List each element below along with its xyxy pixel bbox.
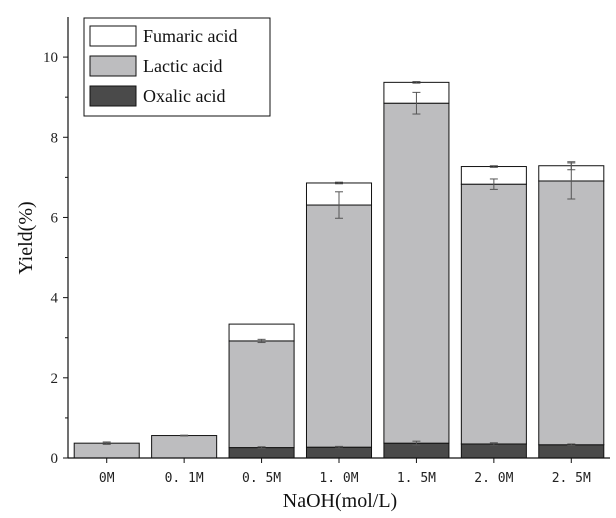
bar-segment: [383, 102, 450, 444]
bar-segment: [151, 435, 218, 459]
y-tick-label: 6: [51, 210, 59, 226]
bar-segment: [228, 323, 295, 342]
bar-segment: [538, 444, 605, 459]
bars-layer: [73, 81, 605, 459]
x-tick-label: 0. 5M: [242, 471, 281, 486]
y-tick-label: 4: [51, 291, 59, 307]
y-tick-label: 10: [43, 50, 58, 66]
y-tick-label: 8: [51, 130, 59, 146]
bar-segment: [305, 446, 373, 459]
x-axis-label: NaOH(mol/L): [283, 490, 397, 512]
bar-segment: [460, 183, 527, 445]
x-tick-label: 0M: [99, 471, 115, 486]
legend-swatch: [89, 85, 137, 107]
legend-swatch: [89, 55, 137, 77]
bar-segment: [73, 442, 140, 459]
x-tick-label: 2. 5M: [552, 471, 591, 486]
bar-segment: [228, 340, 295, 449]
bar-segment: [460, 443, 527, 459]
x-tick-label: 1. 0M: [319, 471, 358, 486]
bar-segment: [305, 204, 373, 448]
x-ticks: 0M 0. 1M 0. 5M 1. 0M 1. 5M 2. 0M 2. 5M: [99, 458, 591, 486]
bar-segment: [228, 447, 295, 459]
y-tick-label: 2: [51, 371, 59, 387]
error-bars-layer: [102, 81, 576, 449]
legend-label: Lactic acid: [143, 56, 222, 76]
x-tick-label: 2. 0M: [474, 471, 513, 486]
x-tick-label: 1. 5M: [397, 471, 436, 486]
y-tick-label: 0: [51, 451, 59, 467]
legend-label: Fumaric acid: [143, 26, 237, 46]
y-ticks: 0 2 4 6 8 10: [43, 50, 68, 467]
legend: Fumaric acid Lactic acid Oxalic acid: [83, 17, 271, 117]
legend-label: Oxalic acid: [143, 86, 225, 106]
x-tick-label: 0. 1M: [165, 471, 204, 486]
bar-segment: [538, 180, 605, 446]
y-axis-label: Yield(%): [15, 201, 37, 274]
legend-swatch: [89, 25, 137, 47]
